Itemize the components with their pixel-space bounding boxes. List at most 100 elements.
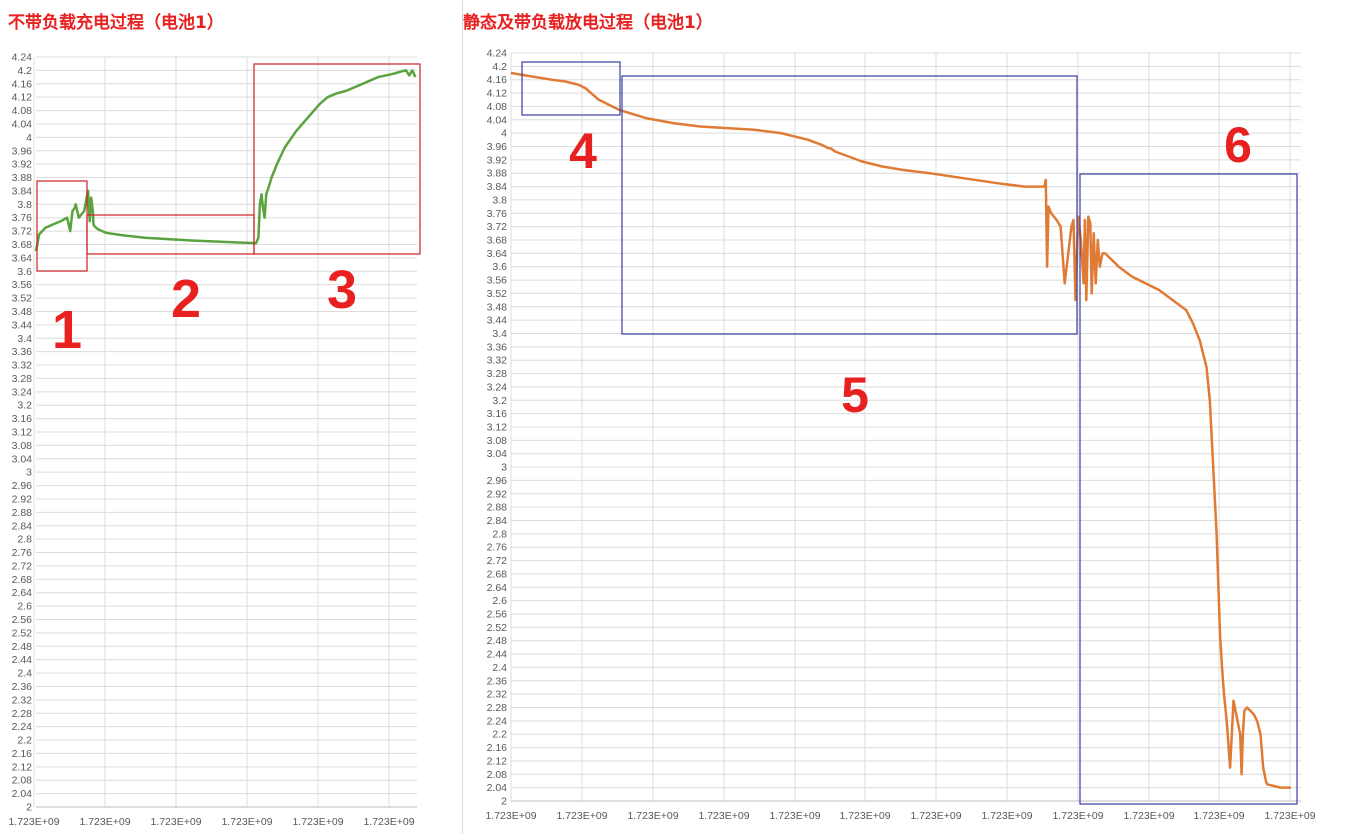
y-tick-label: 3.8 xyxy=(17,199,32,211)
y-tick-label: 2.72 xyxy=(12,560,33,572)
y-tick-label: 3.12 xyxy=(487,422,508,434)
y-tick-label: 2.6 xyxy=(492,595,507,607)
y-tick-label: 4.2 xyxy=(492,61,507,73)
y-tick-label: 2.84 xyxy=(487,515,508,527)
y-tick-label: 3.16 xyxy=(487,408,508,420)
y-tick-label: 4.2 xyxy=(17,65,32,77)
y-tick-label: 2.28 xyxy=(487,702,508,714)
y-tick-label: 3.32 xyxy=(487,355,508,367)
y-tick-label: 3.96 xyxy=(487,141,508,153)
y-tick-label: 4.08 xyxy=(12,105,33,117)
y-tick-label: 3.88 xyxy=(12,172,33,184)
y-tick-label: 2.8 xyxy=(17,534,32,546)
y-tick-label: 3.4 xyxy=(17,333,32,345)
y-tick-label: 3.8 xyxy=(492,194,507,206)
y-tick-label: 2.92 xyxy=(487,488,508,500)
x-tick-label: 1.723E+09 xyxy=(981,810,1032,822)
y-tick-label: 3.72 xyxy=(12,226,33,238)
y-tick-label: 2.04 xyxy=(12,788,33,800)
annotation-label-6: 6 xyxy=(1224,117,1252,173)
y-tick-label: 2.64 xyxy=(12,587,33,599)
y-tick-label: 3.84 xyxy=(12,185,33,197)
y-tick-label: 2.12 xyxy=(487,755,508,767)
y-tick-label: 2.24 xyxy=(487,715,508,727)
y-tick-label: 2.16 xyxy=(487,742,508,754)
y-tick-label: 3.72 xyxy=(487,221,508,233)
y-tick-label: 2.12 xyxy=(12,761,33,773)
annotation-box-3 xyxy=(253,63,421,255)
y-tick-label: 2.44 xyxy=(487,649,508,661)
y-tick-label: 2.32 xyxy=(12,694,33,706)
y-tick-label: 3.68 xyxy=(12,239,33,251)
y-tick-label: 4 xyxy=(501,128,507,140)
annotation-label-4: 4 xyxy=(569,123,597,179)
y-tick-label: 3.24 xyxy=(12,386,33,398)
right-chart-panel: 静态及带负载放电过程（电池1） 2 2.04 2.08 2.12 2.16 2.2 2.24… xyxy=(463,0,1345,834)
y-tick-label: 2.28 xyxy=(12,708,33,720)
x-tick-label: 1.723E+09 xyxy=(627,810,678,822)
y-tick-label: 3.36 xyxy=(12,346,33,358)
y-tick-label: 3.52 xyxy=(487,288,508,300)
y-tick-label: 2.68 xyxy=(12,574,33,586)
y-tick-label: 3.2 xyxy=(17,400,32,412)
y-tick-label: 3.92 xyxy=(487,154,508,166)
y-tick-label: 3.6 xyxy=(17,266,32,278)
x-tick-label: 1.723E+09 xyxy=(1193,810,1244,822)
y-tick-label: 3.48 xyxy=(487,301,508,313)
y-tick-label: 3.16 xyxy=(12,413,33,425)
y-tick-label: 3.56 xyxy=(12,279,33,291)
y-tick-label: 4.16 xyxy=(12,78,33,90)
y-tick-label: 2.16 xyxy=(12,748,33,760)
x-tick-label: 1.723E+09 xyxy=(221,816,272,828)
x-tick-label: 1.723E+09 xyxy=(556,810,607,822)
x-tick-label: 1.723E+09 xyxy=(839,810,890,822)
y-tick-label: 2.88 xyxy=(487,502,508,514)
y-tick-label: 2.48 xyxy=(12,641,33,653)
y-tick-label: 2.52 xyxy=(487,622,508,634)
y-tick-label: 4.24 xyxy=(12,52,33,64)
y-tick-label: 3.2 xyxy=(492,395,507,407)
y-tick-label: 2.52 xyxy=(12,627,33,639)
y-tick-label: 4.24 xyxy=(487,48,508,60)
annotation-label-5: 5 xyxy=(841,367,869,423)
y-tick-label: 3.88 xyxy=(487,168,508,180)
y-tick-label: 2 xyxy=(501,796,507,808)
y-tick-label: 2.68 xyxy=(487,568,508,580)
gridlines xyxy=(510,52,1301,802)
y-tick-label: 3.4 xyxy=(492,328,507,340)
y-tick-label: 3.76 xyxy=(12,212,33,224)
y-tick-label: 2.36 xyxy=(487,675,508,687)
y-tick-label: 3.56 xyxy=(487,275,508,287)
annotation-label-3: 3 xyxy=(327,260,357,320)
y-tick-label: 2.88 xyxy=(12,507,33,519)
y-tick-label: 3.24 xyxy=(487,381,508,393)
y-tick-label: 4.12 xyxy=(487,88,508,100)
y-tick-label: 4.08 xyxy=(487,101,508,113)
left-chart-svg: 2 2.042.08 2.122.162.2 2.242.28 2.322.362.4 2… xyxy=(8,52,421,828)
y-tick-label: 3.44 xyxy=(12,319,33,331)
annotation-box-4 xyxy=(521,61,621,116)
y-tick-label: 2.04 xyxy=(487,782,508,794)
y-tick-label: 2.4 xyxy=(492,662,507,674)
y-tick-label: 3.08 xyxy=(487,435,508,447)
y-tick-label: 3.64 xyxy=(487,248,508,260)
y-tick-label: 2.4 xyxy=(17,668,32,680)
series-line xyxy=(34,69,417,252)
y-tick-label: 3 xyxy=(501,462,507,474)
y-tick-label: 4.04 xyxy=(487,114,508,126)
x-tick-label: 1.723E+09 xyxy=(363,816,414,828)
series-line xyxy=(510,71,1291,789)
y-tick-label: 2.32 xyxy=(487,689,508,701)
x-tick-label: 1.723E+09 xyxy=(485,810,536,822)
annotation-label-2: 2 xyxy=(171,269,201,329)
y-tick-label: 4.12 xyxy=(12,92,33,104)
x-tick-label: 1.723E+09 xyxy=(292,816,343,828)
y-tick-label: 4 xyxy=(26,132,32,144)
y-tick-label: 2.2 xyxy=(492,729,507,741)
y-tick-label: 2.84 xyxy=(12,520,33,532)
x-tick-label: 1.723E+09 xyxy=(698,810,749,822)
x-tick-label: 1.723E+09 xyxy=(150,816,201,828)
annotation-box-6 xyxy=(1079,173,1298,805)
y-tick-label: 3.08 xyxy=(12,440,33,452)
y-tick-label: 3.28 xyxy=(487,368,508,380)
